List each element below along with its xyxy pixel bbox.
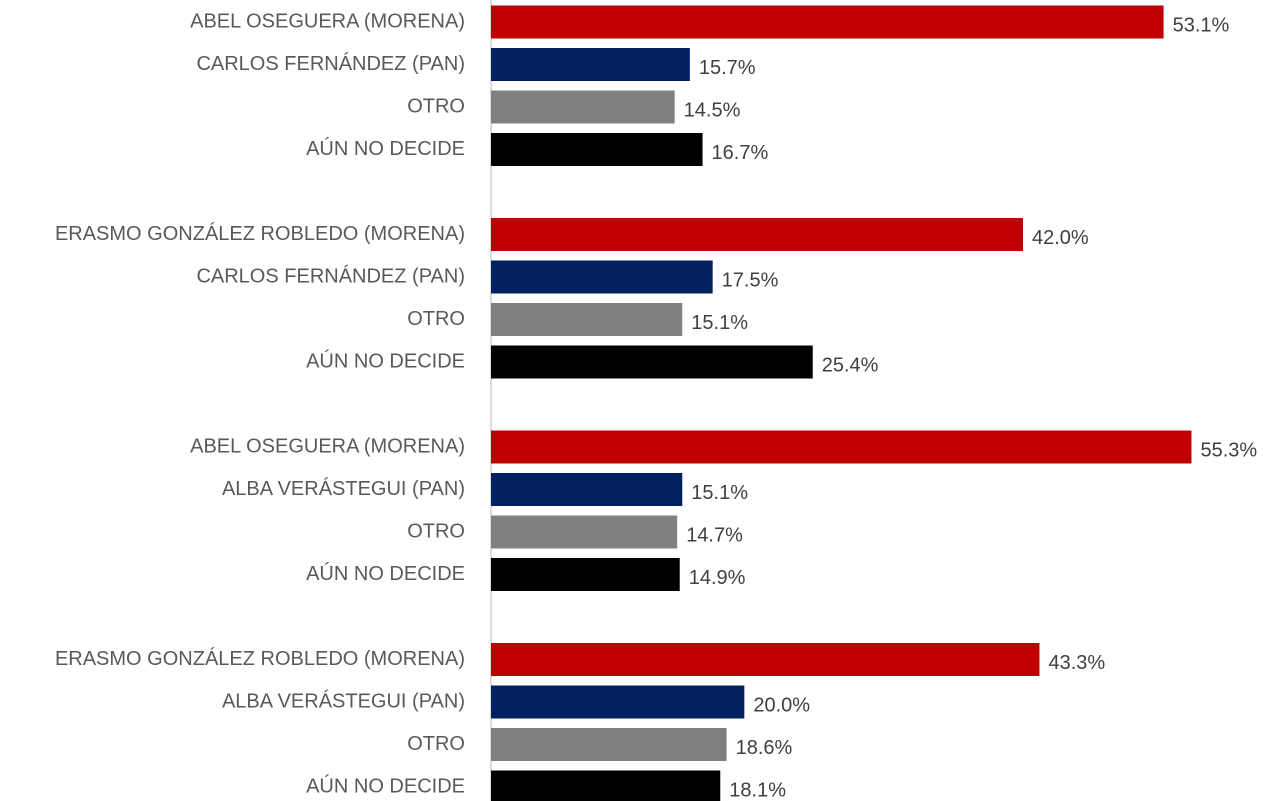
value-label: 14.7% bbox=[686, 524, 743, 546]
category-label: AÚN NO DECIDE bbox=[306, 774, 465, 797]
bar bbox=[491, 430, 1192, 464]
bar bbox=[491, 260, 713, 294]
value-label: 14.9% bbox=[689, 567, 746, 589]
value-label: 15.1% bbox=[691, 482, 748, 504]
value-label: 18.1% bbox=[729, 779, 786, 801]
bar bbox=[491, 345, 813, 379]
category-label: AÚN NO DECIDE bbox=[306, 562, 465, 585]
category-label: ABEL OSEGUERA (MORENA) bbox=[190, 10, 465, 32]
bar bbox=[491, 48, 690, 81]
bar bbox=[491, 5, 1164, 39]
bar bbox=[491, 133, 703, 166]
value-label: 15.1% bbox=[691, 312, 748, 334]
bar bbox=[491, 473, 683, 506]
category-label: ABEL OSEGUERA (MORENA) bbox=[190, 435, 465, 457]
category-label: AÚN NO DECIDE bbox=[306, 137, 465, 160]
category-label: OTRO bbox=[407, 520, 465, 542]
category-label: ALBA VERÁSTEGUI (PAN) bbox=[222, 477, 465, 500]
bar bbox=[491, 558, 680, 591]
category-label: AÚN NO DECIDE bbox=[306, 349, 465, 372]
value-label: 55.3% bbox=[1200, 439, 1257, 461]
value-label: 42.0% bbox=[1032, 227, 1089, 249]
bar bbox=[491, 770, 721, 801]
bar bbox=[491, 728, 727, 761]
value-label: 16.7% bbox=[712, 142, 769, 164]
bar bbox=[491, 685, 745, 719]
value-label: 18.6% bbox=[736, 737, 793, 759]
category-label: OTRO bbox=[407, 733, 465, 755]
category-label: ALBA VERÁSTEGUI (PAN) bbox=[222, 689, 465, 712]
category-label: OTRO bbox=[407, 95, 465, 117]
value-label: 25.4% bbox=[822, 354, 879, 376]
bar bbox=[491, 218, 1023, 251]
value-label: 15.7% bbox=[699, 57, 756, 79]
bar bbox=[491, 643, 1040, 676]
value-label: 43.3% bbox=[1048, 652, 1105, 674]
category-label: ERASMO GONZÁLEZ ROBLEDO (MORENA) bbox=[55, 222, 465, 245]
category-label: ERASMO GONZÁLEZ ROBLEDO (MORENA) bbox=[55, 647, 465, 670]
bar bbox=[491, 90, 675, 124]
bar bbox=[491, 303, 683, 336]
value-label: 53.1% bbox=[1173, 14, 1230, 36]
category-label: CARLOS FERNÁNDEZ (PAN) bbox=[196, 264, 465, 287]
category-label: CARLOS FERNÁNDEZ (PAN) bbox=[196, 52, 465, 75]
category-label: OTRO bbox=[407, 308, 465, 330]
value-label: 20.0% bbox=[753, 694, 810, 716]
bar bbox=[491, 515, 678, 549]
value-label: 17.5% bbox=[722, 269, 779, 291]
value-label: 14.5% bbox=[684, 99, 741, 121]
